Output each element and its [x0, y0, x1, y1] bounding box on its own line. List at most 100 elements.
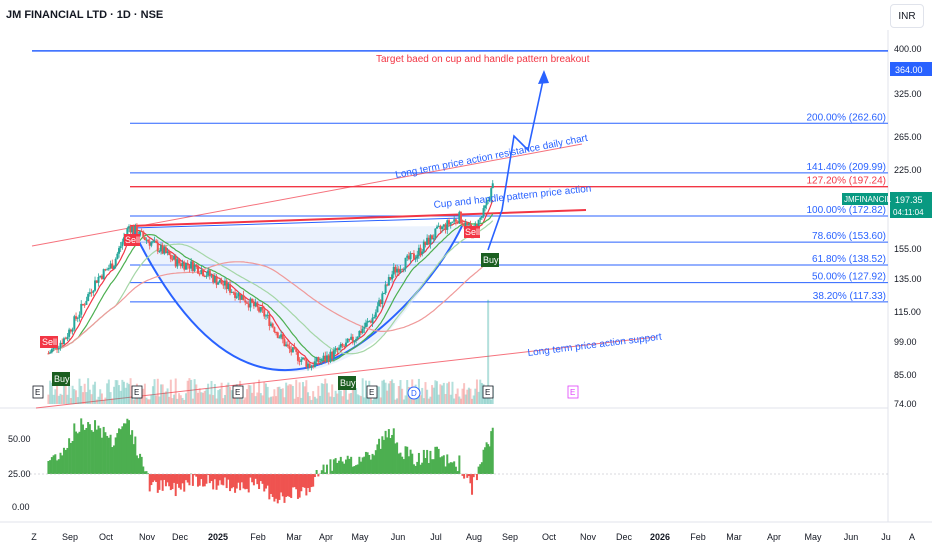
- candle: [195, 264, 198, 266]
- earnings-label: E: [235, 388, 240, 397]
- candle: [69, 329, 72, 332]
- currency-button[interactable]: INR: [890, 4, 924, 28]
- candle: [191, 261, 194, 271]
- oscillator-bar: [338, 460, 341, 474]
- price-tick: 400.00: [894, 44, 922, 54]
- price-tick: 325.00: [894, 89, 922, 99]
- volume-bar: [301, 382, 304, 404]
- volume-bar: [313, 396, 316, 404]
- volume-bar: [230, 390, 233, 404]
- volume-bar: [56, 378, 59, 404]
- time-tick: Aug: [466, 532, 482, 542]
- volume-bar: [437, 394, 440, 404]
- candle: [73, 316, 76, 330]
- candle: [198, 273, 201, 275]
- volume-bar: [480, 382, 483, 404]
- oscillator-bar: [153, 474, 156, 481]
- candle: [361, 328, 364, 333]
- candle: [227, 283, 230, 290]
- volume-bar: [412, 399, 415, 404]
- volume-bar: [374, 395, 377, 404]
- time-tick: Jul: [430, 532, 442, 542]
- oscillator-bar: [131, 430, 134, 474]
- volume-bar: [469, 388, 472, 404]
- candle: [64, 338, 67, 340]
- oscillator-bar: [239, 474, 242, 491]
- oscillator-bar: [212, 474, 215, 490]
- volume-bar: [419, 395, 422, 404]
- oscillator-bar: [350, 456, 353, 474]
- candle: [264, 315, 267, 317]
- projection-path: [487, 75, 545, 251]
- volume-bar: [251, 392, 254, 404]
- volume-bar: [324, 378, 327, 404]
- volume-bar: [127, 384, 130, 404]
- volume-bar: [351, 389, 354, 404]
- price-tick: 225.00: [894, 165, 922, 175]
- candle: [350, 336, 353, 340]
- candle: [78, 314, 81, 318]
- candle: [202, 269, 205, 276]
- candle: [155, 240, 158, 243]
- sell-label: Sell: [125, 235, 140, 245]
- candle: [456, 221, 459, 224]
- oscillator-bar: [477, 466, 480, 474]
- candle: [160, 245, 163, 252]
- candle: [87, 294, 90, 301]
- oscillator-bar: [80, 418, 83, 474]
- candle: [237, 293, 240, 297]
- candle: [168, 251, 171, 255]
- candle: [296, 351, 299, 361]
- volume-bar: [181, 397, 184, 404]
- oscillator-bar: [195, 474, 198, 477]
- candle: [461, 223, 464, 225]
- candle: [295, 348, 298, 352]
- volume-bar: [171, 398, 174, 404]
- volume-bar: [381, 380, 384, 404]
- oscillator-bar: [271, 474, 274, 497]
- oscillator-bar: [249, 474, 252, 478]
- oscillator-bar: [264, 474, 267, 489]
- volume-bar: [281, 388, 284, 404]
- oscillator-bar: [102, 426, 105, 474]
- volume-bar: [215, 398, 218, 404]
- time-tick: Feb: [250, 532, 266, 542]
- osc-tick: 25.00: [8, 469, 31, 479]
- volume-bar: [263, 382, 266, 404]
- oscillator-bar: [439, 457, 442, 474]
- volume-bar: [371, 399, 374, 404]
- candle: [196, 265, 199, 274]
- volume-bar: [54, 389, 57, 404]
- volume-bar: [249, 385, 252, 404]
- candle: [229, 283, 232, 293]
- volume-bar: [131, 396, 134, 404]
- candle: [343, 346, 346, 348]
- oscillator-bar: [161, 474, 164, 491]
- volume-bar: [69, 398, 72, 404]
- oscillator-bar: [126, 418, 129, 474]
- oscillator-bar: [210, 474, 213, 482]
- candle: [298, 360, 301, 362]
- candle: [432, 237, 435, 240]
- volume-bar: [464, 394, 467, 404]
- oscillator-bar: [421, 462, 424, 474]
- price-tick: 74.00: [894, 399, 917, 409]
- volume-bar: [106, 383, 109, 404]
- oscillator-bar: [151, 474, 154, 483]
- volume-bar: [256, 392, 259, 404]
- volume-bar: [254, 396, 257, 404]
- oscillator-bar: [406, 446, 409, 474]
- oscillator-bar: [49, 460, 52, 474]
- candle: [111, 263, 114, 270]
- volume-bar: [203, 390, 206, 404]
- candle: [293, 347, 296, 349]
- oscillator-bar: [247, 474, 250, 493]
- candle: [482, 208, 485, 217]
- candle: [215, 276, 218, 285]
- candle: [392, 266, 395, 275]
- oscillator-bar: [467, 474, 470, 477]
- volume-bar: [346, 399, 349, 404]
- oscillator-bar: [315, 469, 318, 474]
- candle: [210, 275, 213, 277]
